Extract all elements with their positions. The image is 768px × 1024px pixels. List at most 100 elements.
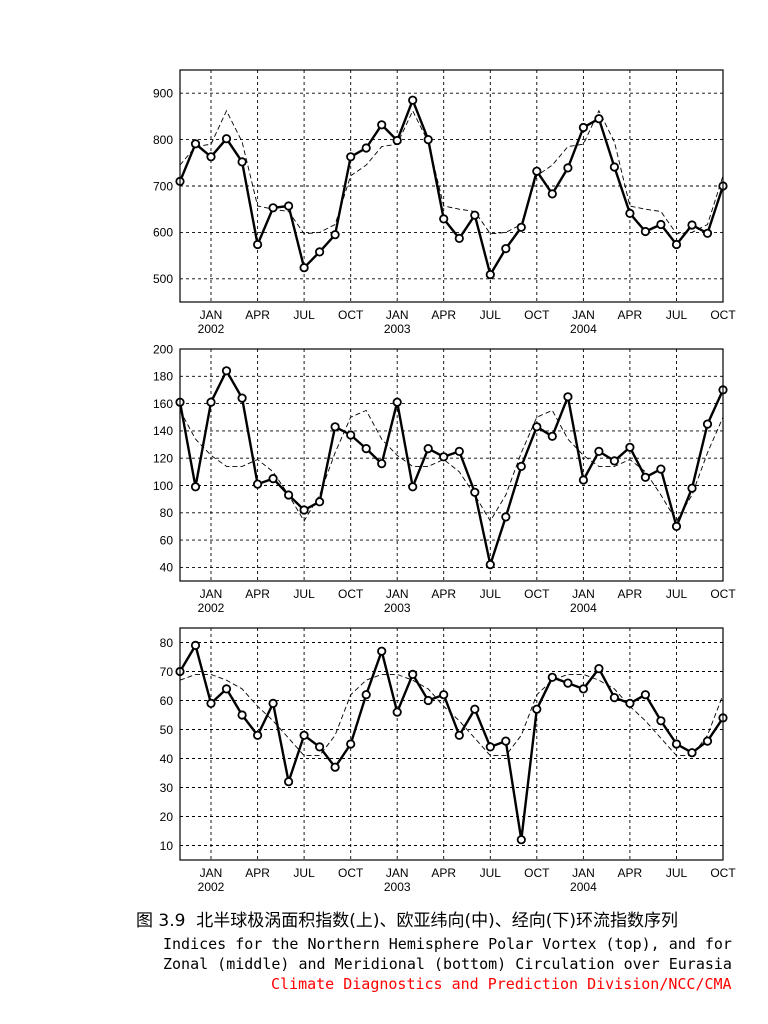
x-year-label: 2002 bbox=[198, 322, 225, 336]
x-tick-label: JAN bbox=[386, 866, 409, 880]
x-tick-label: OCT bbox=[524, 587, 550, 601]
data-point-marker bbox=[283, 490, 294, 500]
data-point-marker bbox=[625, 442, 635, 452]
x-year-label: 2003 bbox=[384, 880, 411, 894]
data-point-marker bbox=[206, 152, 216, 162]
x-tick-label: OCT bbox=[710, 866, 736, 880]
y-tick-label: 120 bbox=[153, 452, 173, 466]
data-point-marker bbox=[702, 736, 713, 746]
plot-frame bbox=[179, 348, 724, 582]
data-point-marker bbox=[361, 690, 371, 700]
data-point-marker bbox=[423, 135, 433, 145]
data-point-marker bbox=[221, 684, 232, 694]
x-tick-label: JAN bbox=[572, 587, 595, 601]
data-point-marker bbox=[283, 777, 294, 787]
data-point-marker bbox=[671, 521, 682, 532]
caption-english-line-2: Zonal (middle) and Meridional (bottom) C… bbox=[163, 955, 732, 973]
data-point-marker bbox=[609, 692, 620, 703]
x-year-label: 2004 bbox=[570, 322, 597, 336]
data-point-marker bbox=[377, 646, 387, 656]
data-point-marker bbox=[578, 684, 589, 694]
data-point-marker bbox=[377, 458, 387, 469]
data-point-marker bbox=[392, 135, 402, 146]
dashed-series-line bbox=[179, 409, 724, 522]
y-tick-label: 70 bbox=[160, 665, 174, 679]
x-tick-label: JAN bbox=[200, 308, 223, 322]
x-year-label: 2002 bbox=[198, 880, 225, 894]
data-point-marker bbox=[563, 678, 573, 688]
y-tick-label: 10 bbox=[160, 839, 174, 853]
dashed-series-line bbox=[179, 109, 724, 235]
x-tick-label: OCT bbox=[710, 587, 736, 601]
data-point-marker bbox=[377, 120, 387, 130]
data-point-marker bbox=[671, 239, 682, 250]
data-point-marker bbox=[392, 397, 402, 407]
data-point-marker bbox=[330, 422, 340, 432]
x-year-label: 2002 bbox=[198, 601, 225, 615]
data-point-marker bbox=[454, 730, 464, 740]
data-point-marker bbox=[532, 422, 542, 432]
caption-chinese: 图 3.9 北半球极涡面积指数(上)、欧亚纬向(中)、经向(下)环流指数序列 bbox=[136, 911, 679, 931]
x-tick-label: APR bbox=[618, 587, 643, 601]
data-point-marker bbox=[314, 497, 325, 507]
y-tick-label: 80 bbox=[160, 506, 174, 520]
data-point-marker bbox=[237, 393, 247, 403]
data-point-marker bbox=[439, 214, 449, 224]
y-tick-label: 40 bbox=[160, 561, 174, 575]
x-tick-label: APR bbox=[245, 308, 270, 322]
data-point-marker bbox=[485, 269, 495, 280]
data-point-marker bbox=[532, 166, 542, 176]
data-point-marker bbox=[501, 244, 511, 254]
data-point-marker bbox=[408, 482, 418, 492]
data-point-marker bbox=[268, 203, 278, 213]
data-point-marker bbox=[299, 505, 309, 515]
data-point-marker bbox=[454, 233, 464, 243]
data-point-marker bbox=[314, 742, 325, 752]
x-tick-label: JUL bbox=[293, 308, 315, 322]
data-point-marker bbox=[640, 226, 651, 237]
data-point-marker bbox=[501, 736, 511, 746]
data-point-marker bbox=[330, 762, 340, 772]
x-tick-label: APR bbox=[245, 587, 270, 601]
y-tick-label: 140 bbox=[153, 424, 173, 438]
y-tick-label: 700 bbox=[153, 179, 173, 193]
x-tick-label: JAN bbox=[200, 866, 223, 880]
data-point-marker bbox=[470, 210, 480, 220]
data-point-marker bbox=[470, 487, 480, 497]
data-point-marker bbox=[346, 430, 356, 440]
x-tick-label: JUL bbox=[666, 308, 688, 322]
x-tick-label: JAN bbox=[572, 866, 595, 880]
data-point-marker bbox=[237, 710, 247, 720]
data-point-marker bbox=[470, 704, 480, 714]
data-point-marker bbox=[253, 479, 263, 489]
data-point-marker bbox=[190, 640, 201, 651]
data-point-marker bbox=[454, 446, 464, 456]
data-point-marker bbox=[190, 139, 201, 149]
data-point-marker bbox=[640, 472, 651, 482]
data-point-marker bbox=[516, 835, 526, 845]
data-point-marker bbox=[702, 228, 713, 238]
data-point-marker bbox=[625, 208, 635, 218]
x-tick-label: APR bbox=[618, 866, 643, 880]
x-tick-label: OCT bbox=[338, 308, 364, 322]
solid-series-line bbox=[178, 369, 725, 566]
x-tick-label: JUL bbox=[293, 587, 315, 601]
solid-series-line bbox=[178, 98, 725, 276]
data-point-marker bbox=[578, 122, 589, 133]
data-point-marker bbox=[687, 748, 697, 758]
caption-english-line-1: Indices for the Northern Hemisphere Pola… bbox=[163, 935, 732, 953]
x-tick-label: APR bbox=[431, 587, 456, 601]
y-tick-label: 80 bbox=[160, 636, 174, 650]
data-point-marker bbox=[346, 152, 356, 162]
x-tick-label: JUL bbox=[666, 587, 688, 601]
y-tick-label: 600 bbox=[153, 226, 173, 240]
data-point-marker bbox=[221, 134, 232, 144]
data-point-marker bbox=[547, 189, 557, 199]
data-point-marker bbox=[547, 431, 557, 441]
y-tick-label: 200 bbox=[153, 342, 173, 356]
x-tick-label: OCT bbox=[524, 308, 550, 322]
